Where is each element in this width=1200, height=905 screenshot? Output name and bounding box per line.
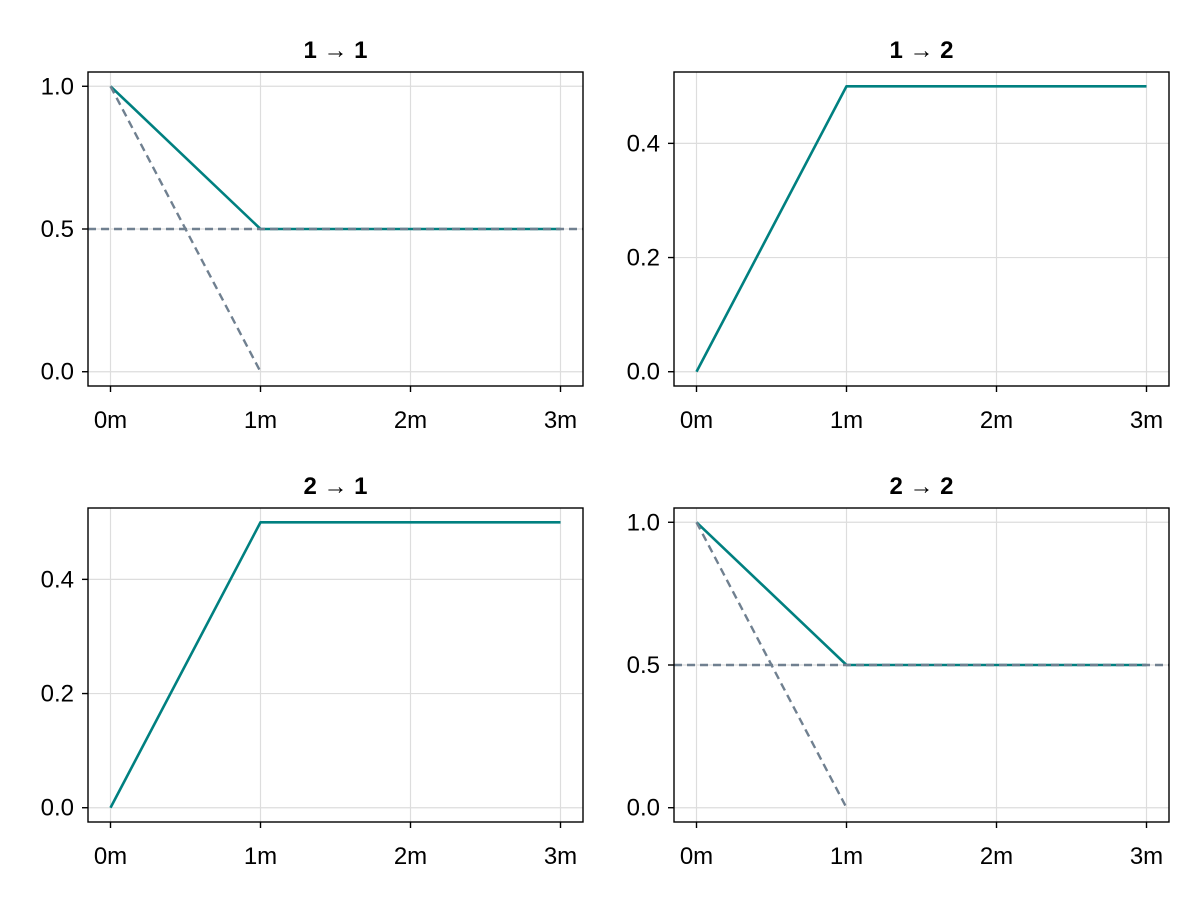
x-tick-label: 0m (94, 843, 127, 870)
panel-title: 2 → 1 (303, 473, 367, 500)
plot-frame (87, 507, 584, 823)
x-tick-label: 0m (680, 843, 713, 870)
x-tick-label: 3m (544, 407, 577, 434)
solid-series-line-1 (109, 85, 561, 231)
y-tick-label: 1.0 (627, 509, 660, 536)
x-tick-label: 1m (830, 843, 863, 870)
y-tick-label: 0.4 (627, 130, 660, 157)
solid-series-line-1 (109, 520, 561, 809)
x-tick-label: 0m (94, 407, 127, 434)
x-tick-label: 0m (680, 407, 713, 434)
chart-panel-3: 0m 1m 2m 3m 0.0 0.2 0.4 2 → 1 (41, 473, 584, 870)
y-tick-label: 0.0 (41, 795, 74, 822)
x-tick-label: 3m (1130, 843, 1163, 870)
panel-title: 2 → 2 (889, 473, 953, 500)
y-tick-label: 0.0 (41, 359, 74, 386)
y-tick-label: 0.5 (627, 652, 660, 679)
x-tick-label: 1m (830, 407, 863, 434)
panel-title: 1 → 1 (303, 37, 367, 64)
x-tick-label: 3m (1130, 407, 1163, 434)
y-tick-label: 1.0 (41, 73, 74, 100)
solid-series-line-1 (695, 521, 1147, 667)
x-tick-label: 2m (394, 843, 427, 870)
y-tick-label: 0.0 (627, 795, 660, 822)
chart-panel-2: 0m 1m 2m 3m 0.0 0.2 0.4 1 → 2 (627, 37, 1170, 434)
chart-panel-4: 0m 1m 2m 3m 0.0 0.5 1.0 2 → 2 (627, 473, 1170, 870)
x-tick-label: 1m (244, 843, 277, 870)
y-tick-label: 0.4 (41, 566, 74, 593)
plot-frame (673, 71, 1170, 387)
x-tick-label: 2m (980, 843, 1013, 870)
x-tick-label: 3m (544, 843, 577, 870)
panel-title: 1 → 2 (889, 37, 953, 64)
y-tick-label: 0.2 (41, 681, 74, 708)
x-tick-label: 2m (980, 407, 1013, 434)
x-tick-label: 1m (244, 407, 277, 434)
x-tick-label: 2m (394, 407, 427, 434)
y-tick-label: 0.2 (627, 245, 660, 272)
y-tick-label: 0.0 (627, 359, 660, 386)
y-tick-label: 0.5 (41, 216, 74, 243)
solid-series-line-1 (695, 84, 1147, 373)
chart-panel-1: 0m 1m 2m 3m 0.0 0.5 1.0 1 → 1 (41, 37, 584, 434)
